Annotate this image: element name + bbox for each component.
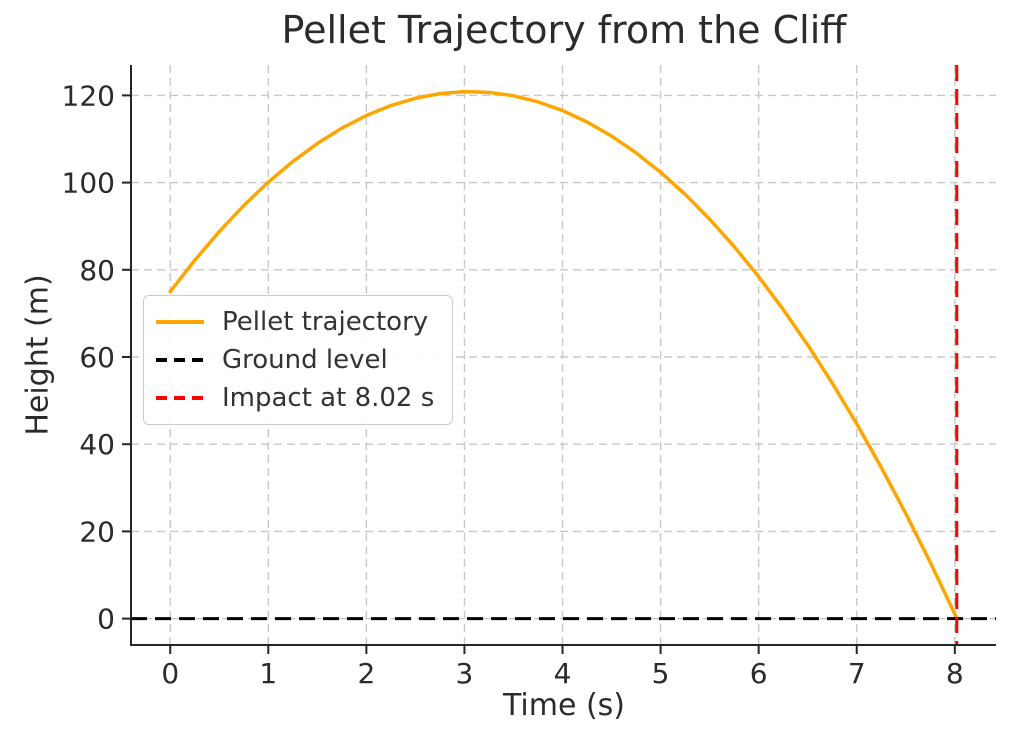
x-tick-label: 4 — [554, 657, 572, 690]
legend-entry-ground-level: Ground level — [156, 344, 434, 376]
legend-label-pellet-trajectory: Pellet trajectory — [222, 307, 429, 337]
x-tick-label: 0 — [161, 657, 179, 690]
y-axis-label: Height (m) — [20, 274, 56, 436]
x-tick-label: 7 — [848, 657, 866, 690]
chart-title: Pellet Trajectory from the Cliff — [281, 8, 847, 52]
y-tick-label: 60 — [79, 341, 115, 374]
y-tick-label: 80 — [79, 254, 115, 287]
legend-entry-impact: Impact at 8.02 s — [156, 382, 434, 414]
legend-line-ground-level-icon — [156, 358, 204, 362]
trajectory-curve — [168, 89, 959, 621]
legend-line-pellet-trajectory-icon — [156, 320, 204, 324]
x-tick-label: 8 — [946, 657, 964, 690]
y-tick-label: 20 — [79, 515, 115, 548]
y-tick-label: 120 — [62, 79, 115, 112]
x-tick-label: 6 — [750, 657, 768, 690]
y-tick-label: 40 — [79, 428, 115, 461]
x-axis-label: Time (s) — [503, 688, 625, 723]
legend: Pellet trajectory Ground level Impact at… — [143, 295, 454, 425]
x-tick-label: 5 — [652, 657, 670, 690]
y-tick-label: 100 — [62, 167, 115, 200]
x-tick-label: 1 — [259, 657, 277, 690]
legend-line-impact-icon — [156, 396, 204, 400]
legend-entry-pellet-trajectory: Pellet trajectory — [156, 306, 434, 338]
y-tick-label: 0 — [97, 603, 115, 636]
x-tick-label: 3 — [456, 657, 474, 690]
x-tick-label: 2 — [357, 657, 375, 690]
legend-label-ground-level: Ground level — [222, 345, 388, 375]
legend-label-impact: Impact at 8.02 s — [222, 383, 435, 413]
